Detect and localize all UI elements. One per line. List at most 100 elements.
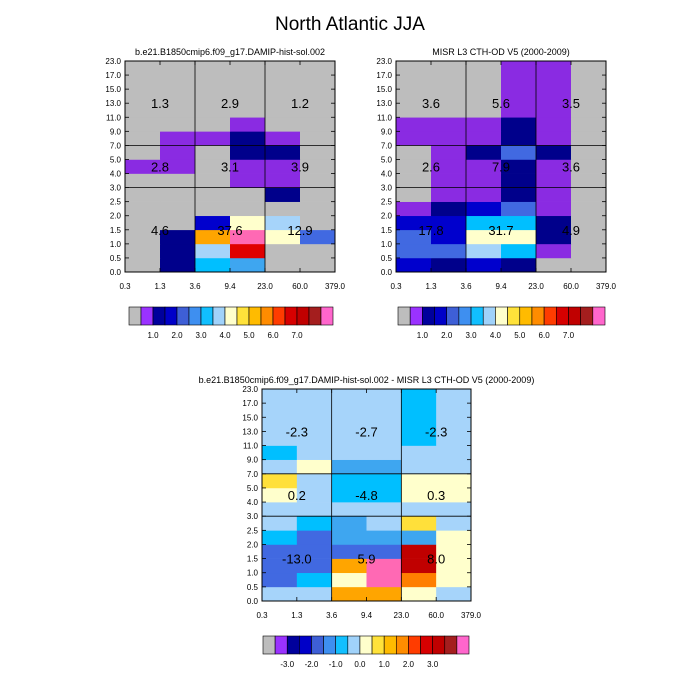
heatmap-cell bbox=[501, 201, 537, 217]
colorbar-label: 2.0 bbox=[441, 331, 453, 340]
x-tick-label: 23.0 bbox=[528, 282, 544, 291]
heatmap-cell bbox=[195, 215, 231, 231]
y-tick-label: 11.0 bbox=[106, 113, 122, 122]
heatmap-cell bbox=[125, 61, 161, 118]
y-tick-label: 23.0 bbox=[376, 57, 392, 66]
y-tick-label: 4.0 bbox=[381, 170, 393, 179]
heatmap-cell bbox=[366, 487, 402, 503]
colorbar-swatch bbox=[395, 635, 409, 655]
heatmap-cell bbox=[262, 473, 298, 489]
summary-value-label: 4.6 bbox=[151, 223, 169, 238]
summary-value-label: 0.3 bbox=[427, 488, 445, 503]
heatmap-cell bbox=[331, 530, 367, 545]
y-tick-label: 1.0 bbox=[110, 240, 122, 249]
heatmap-cell bbox=[125, 215, 161, 231]
colorbar-swatch bbox=[470, 306, 484, 326]
summary-value-label: -2.3 bbox=[286, 424, 308, 439]
heatmap-cell bbox=[571, 229, 607, 245]
heatmap-cell bbox=[436, 530, 472, 545]
heatmap-cell bbox=[195, 117, 231, 132]
colorbar-swatch bbox=[262, 635, 276, 655]
heatmap-cell bbox=[431, 61, 467, 118]
heatmap-cell bbox=[466, 61, 502, 118]
heatmap-cell bbox=[262, 502, 298, 517]
heatmap-cell bbox=[571, 215, 607, 231]
colorbar-swatch bbox=[408, 635, 421, 655]
colorbar-swatch bbox=[495, 306, 508, 326]
heatmap-cell bbox=[195, 257, 231, 273]
heatmap-cell bbox=[571, 173, 607, 188]
heatmap-cell bbox=[401, 572, 437, 588]
colorbar-swatch bbox=[320, 306, 334, 326]
summary-value-label: 3.1 bbox=[221, 160, 239, 175]
colorbar-swatch bbox=[422, 306, 435, 326]
colorbar-swatch bbox=[296, 306, 310, 326]
colorbar-swatch bbox=[458, 306, 472, 326]
heatmap-cell bbox=[396, 201, 432, 217]
heatmap-cell bbox=[466, 229, 502, 245]
heatmap-cell bbox=[262, 445, 298, 460]
heatmap-cell bbox=[195, 145, 231, 160]
heatmap-cell bbox=[230, 159, 266, 174]
heatmap-cell bbox=[536, 131, 572, 146]
heatmap-cell bbox=[431, 187, 467, 202]
heatmap-cell bbox=[366, 445, 402, 460]
heatmap-cell bbox=[466, 131, 502, 146]
y-tick-label: 9.0 bbox=[110, 127, 122, 136]
heatmap-cell bbox=[331, 459, 367, 475]
summary-value-label: 17.8 bbox=[418, 223, 443, 238]
heatmap-cell bbox=[396, 117, 432, 132]
colorbar-swatch bbox=[236, 306, 250, 326]
colorbar-label: 2.0 bbox=[403, 660, 415, 669]
heatmap-cell bbox=[431, 173, 467, 188]
heatmap-cell bbox=[436, 558, 472, 574]
colorbar-swatch bbox=[128, 306, 142, 326]
x-tick-label: 3.6 bbox=[326, 611, 338, 620]
heatmap-cell bbox=[536, 145, 572, 160]
summary-value-label: 5.6 bbox=[492, 96, 510, 111]
heatmap-cell bbox=[262, 530, 298, 545]
heatmap-cell bbox=[366, 389, 402, 446]
heatmap-cell bbox=[300, 145, 336, 160]
heatmap-cell bbox=[195, 187, 231, 202]
heatmap-cell bbox=[195, 61, 231, 118]
heatmap-cell bbox=[230, 229, 266, 245]
heatmap-cell bbox=[160, 257, 196, 273]
colorbar-swatch bbox=[200, 306, 214, 326]
heatmap-cell bbox=[300, 61, 336, 118]
colorbar-swatch bbox=[311, 635, 324, 655]
heatmap-cell bbox=[265, 145, 301, 160]
colorbar-swatch bbox=[383, 635, 397, 655]
heatmap-cell bbox=[125, 257, 161, 273]
colorbar-swatch bbox=[531, 306, 545, 326]
heatmap-cell bbox=[300, 131, 336, 146]
y-tick-label: 2.0 bbox=[247, 540, 259, 549]
colorbar-label: 6.0 bbox=[539, 331, 551, 340]
colorbar-label: 1.0 bbox=[147, 331, 159, 340]
x-tick-label: 9.4 bbox=[495, 282, 507, 291]
heatmap-cell bbox=[331, 487, 367, 503]
heatmap-cell bbox=[366, 572, 402, 588]
summary-value-label: 3.6 bbox=[422, 96, 440, 111]
summary-value-label: 31.7 bbox=[488, 223, 513, 238]
heatmap-cell bbox=[160, 243, 196, 259]
heatmap-cell bbox=[396, 131, 432, 146]
summary-value-label: 0.2 bbox=[288, 488, 306, 503]
y-tick-label: 1.0 bbox=[381, 240, 393, 249]
heatmap-cell bbox=[265, 61, 301, 118]
heatmap-cell bbox=[300, 173, 336, 188]
heatmap-cell bbox=[296, 516, 332, 531]
x-tick-label: 379.0 bbox=[596, 282, 617, 291]
heatmap-cell bbox=[501, 173, 537, 188]
y-tick-label: 1.5 bbox=[110, 226, 122, 235]
x-tick-label: 3.6 bbox=[460, 282, 472, 291]
heatmap-cell bbox=[262, 516, 298, 531]
colorbar-swatch bbox=[164, 306, 178, 326]
heatmap-cell bbox=[296, 530, 332, 545]
colorbar-label: 6.0 bbox=[267, 331, 279, 340]
colorbar-label: 3.0 bbox=[427, 660, 439, 669]
y-tick-label: 0.0 bbox=[110, 268, 122, 277]
y-tick-label: 17.0 bbox=[242, 399, 258, 408]
y-tick-label: 1.0 bbox=[247, 569, 259, 578]
heatmap-cell bbox=[466, 145, 502, 160]
